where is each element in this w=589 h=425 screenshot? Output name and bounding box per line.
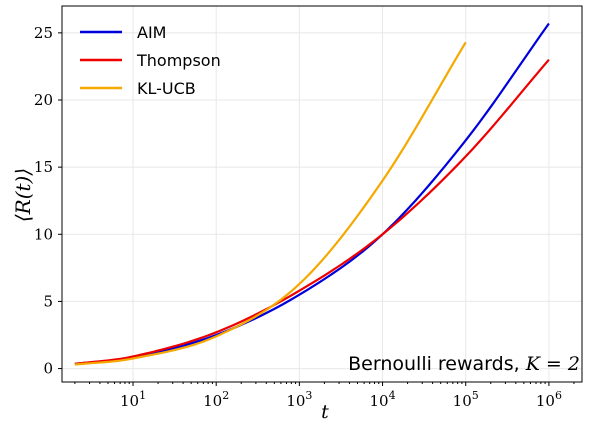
y-tick-label: 20 xyxy=(34,91,53,109)
series-line-thompson xyxy=(74,58,550,365)
x-tick-label: 104 xyxy=(370,389,396,410)
grid xyxy=(62,6,582,382)
legend-label: Thompson xyxy=(136,51,221,70)
x-tick-label: 106 xyxy=(536,389,562,410)
x-tick-label: 105 xyxy=(453,389,479,410)
legend-label: AIM xyxy=(137,23,166,42)
legend-label: KL-UCB xyxy=(137,79,196,98)
series-lines xyxy=(74,22,550,366)
y-tick-label: 10 xyxy=(34,225,53,243)
annotation-text: Bernoulli rewards, xyxy=(348,353,526,375)
y-axis-label: ⟨R(t)⟩ xyxy=(11,168,35,222)
x-axis-ticks: 101 102 103 104 105 106 xyxy=(74,382,575,410)
legend: AIM Thompson KL-UCB xyxy=(80,23,221,98)
x-axis-label: t xyxy=(321,401,329,423)
x-tick-label: 103 xyxy=(286,389,312,410)
annotation-math: K = 2 xyxy=(525,353,580,375)
plot-frame xyxy=(61,5,583,383)
annotation: Bernoulli rewards, K = 2 xyxy=(348,353,580,375)
y-tick-label: 25 xyxy=(34,24,53,42)
series-line-aim xyxy=(74,22,550,365)
series-line-kl-ucb xyxy=(74,41,467,366)
y-tick-label: 0 xyxy=(43,360,53,378)
y-tick-label: 5 xyxy=(43,292,53,310)
y-axis-ticks: 0 5 10 15 20 25 xyxy=(34,24,62,378)
x-tick-label: 102 xyxy=(203,389,229,410)
y-tick-label: 15 xyxy=(34,158,53,176)
x-tick-label: 101 xyxy=(120,389,146,410)
